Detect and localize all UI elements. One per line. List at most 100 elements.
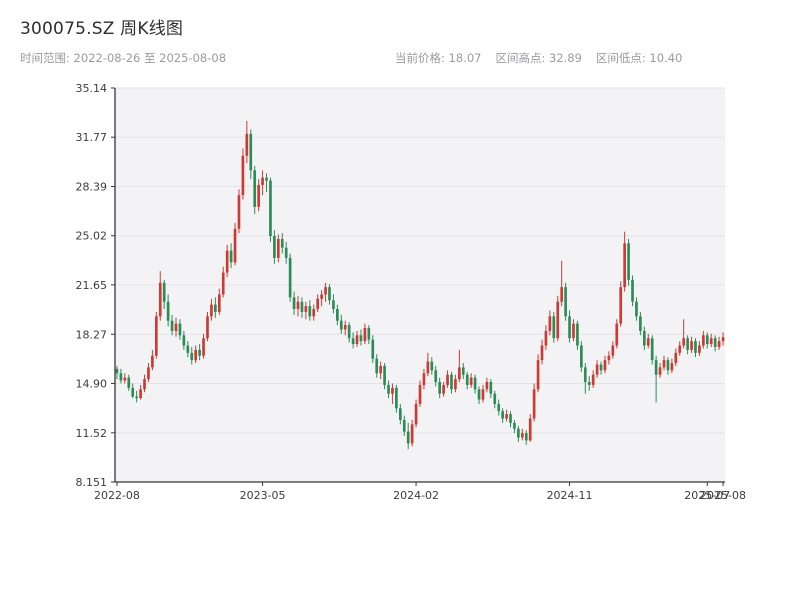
- candle: [493, 390, 497, 409]
- candle: [162, 279, 166, 310]
- svg-text:11.52: 11.52: [76, 427, 108, 440]
- candle: [422, 368, 426, 390]
- candle: [332, 294, 335, 314]
- candle: [320, 290, 323, 307]
- candle: [174, 317, 178, 337]
- candle: [642, 326, 646, 350]
- candle: [328, 284, 331, 305]
- candle: [469, 373, 473, 388]
- candle: [351, 332, 355, 349]
- svg-text:2024-11: 2024-11: [547, 489, 593, 502]
- candle: [670, 358, 674, 374]
- candle: [540, 339, 544, 365]
- candle: [430, 357, 434, 375]
- candle: [721, 332, 725, 346]
- page-title: 300075.SZ 周K线图: [20, 19, 184, 39]
- candle: [552, 311, 556, 343]
- candle: [485, 377, 489, 393]
- candle: [662, 355, 666, 371]
- candle: [265, 173, 268, 193]
- candle: [296, 295, 300, 317]
- candle: [402, 415, 406, 437]
- candle: [158, 271, 162, 321]
- candles: [115, 120, 725, 450]
- candle: [505, 409, 508, 422]
- candle: [178, 319, 182, 340]
- candle: [304, 301, 308, 320]
- candle: [465, 371, 469, 390]
- candle: [198, 344, 201, 361]
- stat-current-price: 当前价格: 18.07: [395, 51, 482, 65]
- candle: [190, 346, 194, 365]
- candle: [461, 363, 465, 380]
- svg-text:2025-08: 2025-08: [700, 489, 746, 502]
- candle: [473, 374, 477, 394]
- candle: [151, 349, 154, 371]
- candle: [288, 253, 292, 302]
- candle: [387, 380, 390, 399]
- candle: [454, 374, 457, 393]
- candle: [611, 341, 615, 359]
- x-axis-tick-labels: 2022-08 2023-05 2024-02 2024-11 2025-072025-…: [94, 482, 746, 502]
- candle: [705, 332, 709, 349]
- candle: [284, 241, 288, 264]
- candle: [635, 297, 638, 321]
- svg-text:31.77: 31.77: [76, 131, 108, 144]
- candle: [713, 335, 717, 352]
- candle: [548, 310, 552, 336]
- candle: [560, 260, 564, 307]
- candle: [115, 365, 119, 380]
- candle: [186, 341, 190, 358]
- candle: [442, 382, 445, 397]
- candle: [119, 368, 123, 384]
- candle: [347, 322, 351, 343]
- candle: [324, 282, 327, 302]
- candle: [536, 354, 540, 393]
- candle: [414, 399, 418, 428]
- candle: [623, 231, 626, 292]
- candle: [143, 374, 146, 393]
- candle: [383, 363, 386, 390]
- candle: [434, 365, 438, 387]
- candle: [292, 291, 296, 315]
- candle: [544, 325, 548, 350]
- candle: [615, 319, 619, 349]
- svg-text:35.14: 35.14: [76, 82, 108, 95]
- candle: [568, 310, 571, 343]
- candle: [619, 281, 623, 327]
- candle: [170, 314, 174, 336]
- candle: [517, 425, 520, 442]
- svg-text:18.27: 18.27: [76, 328, 108, 341]
- y-axis-tick-labels: 35.14 31.77 28.39 25.02 21.65 18.27 14.90 11.52…: [76, 82, 115, 489]
- candle: [438, 377, 442, 399]
- candle: [139, 384, 142, 400]
- candle: [717, 336, 721, 350]
- axis-spines: [114, 88, 725, 483]
- candle: [709, 333, 713, 347]
- candle: [241, 148, 245, 200]
- candle: [273, 230, 276, 264]
- svg-text:2022-08: 2022-08: [94, 489, 140, 502]
- candle: [639, 311, 642, 336]
- candle: [123, 373, 127, 384]
- candle: [627, 238, 630, 286]
- candle: [131, 383, 135, 399]
- candle: [556, 295, 560, 342]
- candle: [135, 390, 138, 403]
- candle: [395, 384, 398, 413]
- candle: [497, 399, 501, 416]
- candle: [458, 349, 461, 383]
- candle: [520, 428, 524, 441]
- candle: [343, 320, 347, 336]
- candle: [312, 304, 316, 321]
- candle: [355, 330, 359, 347]
- candle: [276, 234, 280, 263]
- candle: [513, 419, 516, 434]
- candle: [237, 189, 241, 234]
- candle: [410, 419, 414, 447]
- candle: [154, 311, 158, 359]
- candle: [528, 414, 532, 442]
- candle: [253, 165, 257, 215]
- candle: [450, 371, 453, 394]
